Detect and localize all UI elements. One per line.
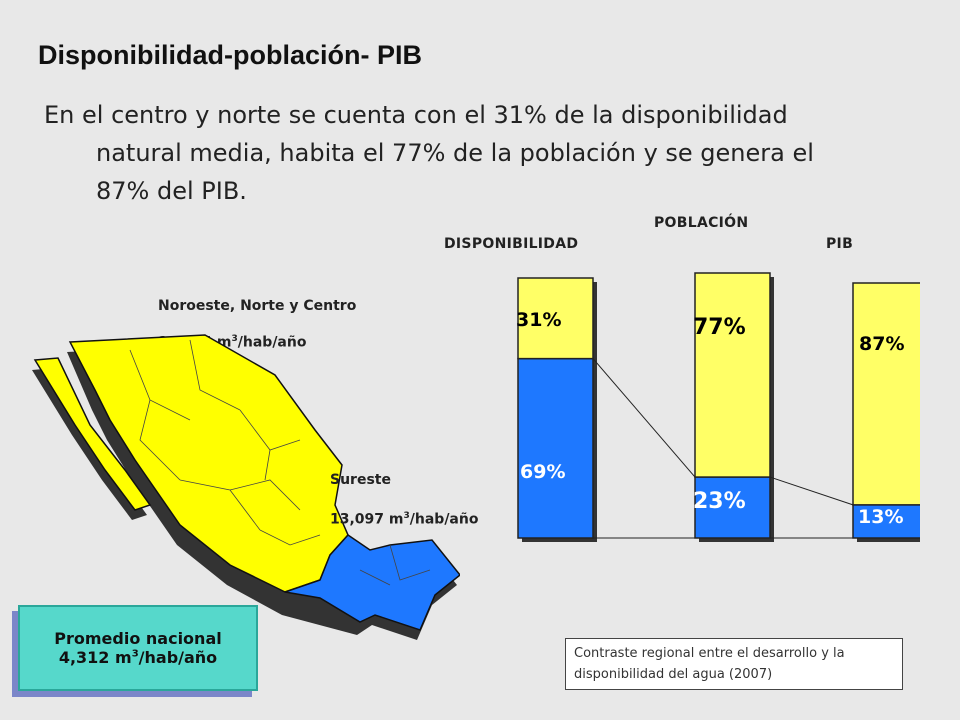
data-label-2-1: 87% — [859, 333, 904, 355]
bar-segment-0-1 — [517, 277, 594, 360]
national-average-label: Promedio nacional — [54, 629, 222, 648]
bar-segment-1-0 — [694, 476, 771, 539]
north-region-label: Noroeste, Norte y Centro — [158, 298, 357, 314]
connector-line-0 — [592, 358, 696, 478]
south-region-label: Sureste — [330, 472, 391, 488]
bullet-line-3: 87% del PIB. — [96, 177, 247, 205]
chart-category-label-2: PIB — [826, 236, 854, 252]
bar-segment-0-0 — [517, 357, 594, 539]
map-state-borders — [129, 339, 431, 586]
national-average-box: Promedio nacional 4,312 m3/hab/año — [18, 605, 258, 691]
data-label-0-1: 31% — [516, 309, 561, 331]
bullet-line-2: natural media, habita el 77% de la pobla… — [96, 139, 814, 167]
bar-segment-2-0 — [852, 504, 920, 539]
bar-segment-2-1 — [852, 282, 920, 506]
page-title: Disponibilidad-población- PIB — [38, 40, 422, 70]
mexico-map — [32, 334, 460, 640]
map-baja-california — [33, 357, 152, 511]
chart-caption: Contraste regional entre el desarrollo y… — [565, 638, 903, 690]
south-region-value: 13,097 m3/hab/año — [330, 511, 479, 528]
stacked-bar-chart: 69% 31% 23% 77% 13% 87% — [516, 272, 920, 542]
data-label-2-0: 13% — [858, 506, 903, 528]
map-south-region — [284, 534, 460, 631]
bar-segment-1-1 — [694, 272, 771, 478]
bullet-text: En el centro y norte se cuenta con el 31… — [44, 96, 914, 210]
chart-category-label-1: POBLACIÓN — [654, 215, 749, 231]
data-label-1-1: 77% — [693, 315, 746, 340]
bullet-line-1: En el centro y norte se cuenta con el 31… — [44, 101, 788, 129]
data-label-1-0: 23% — [693, 489, 746, 514]
connector-line-1 — [769, 476, 854, 506]
data-label-0-0: 69% — [520, 461, 565, 483]
chart-category-label-0: DISPONIBILIDAD — [444, 236, 579, 252]
national-average-value: 4,312 m3/hab/año — [58, 648, 218, 667]
